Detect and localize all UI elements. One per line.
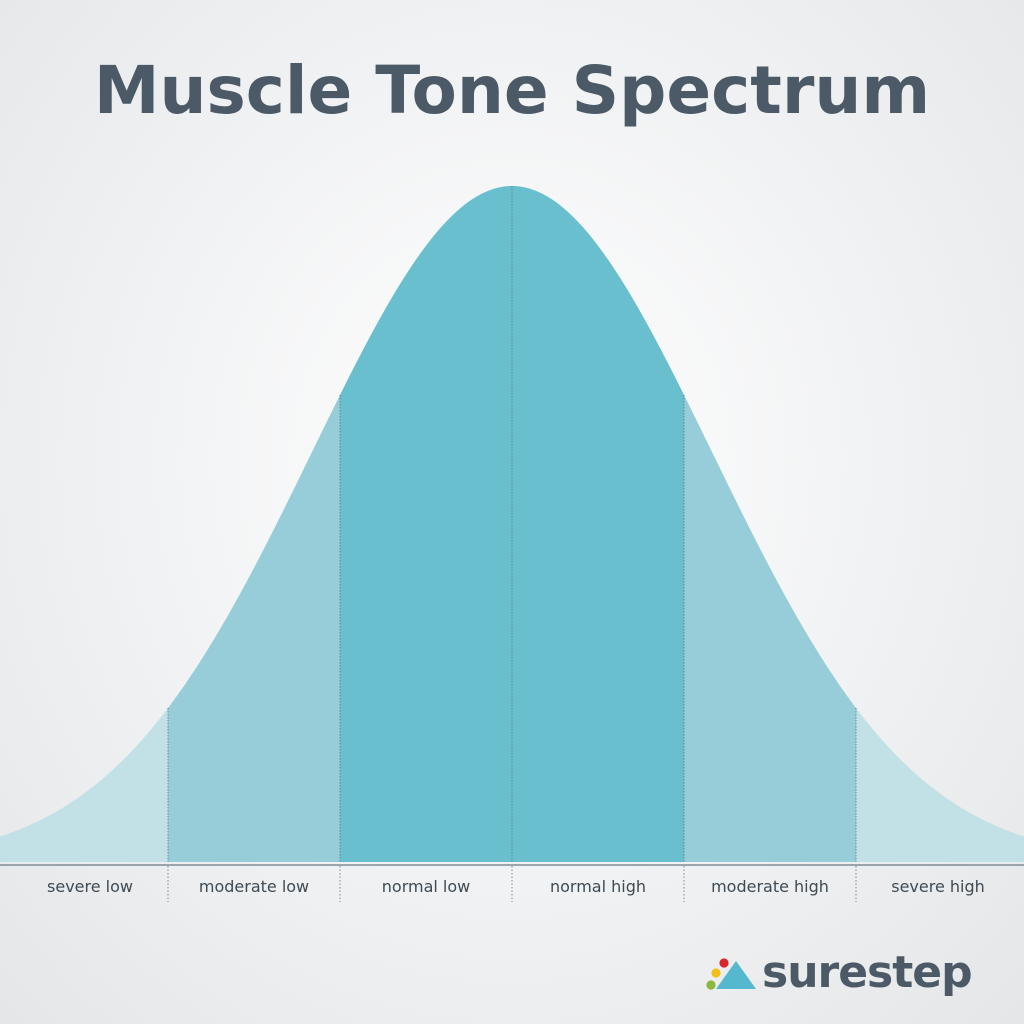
category-label-normal-low: normal low <box>382 877 470 896</box>
segment-dividers <box>167 186 857 902</box>
curve-segment-moderate-high <box>684 394 856 862</box>
curve-segment-severe-high <box>856 707 1024 862</box>
curve-segment-normal-low <box>340 186 512 862</box>
curve-segment-severe-low <box>0 707 168 862</box>
category-label-moderate-high: moderate high <box>711 877 829 896</box>
brand-name: surestep <box>762 946 973 998</box>
category-labels: severe low moderate low normal low normal h… <box>47 877 985 896</box>
page-title: Muscle Tone Spectrum <box>93 52 931 129</box>
curve-segments <box>0 186 1024 862</box>
surestep-logo-mark-icon <box>706 958 756 990</box>
curve-segment-moderate-low <box>168 394 340 862</box>
category-label-normal-high: normal high <box>550 877 646 896</box>
curve-segment-normal-high <box>512 186 684 862</box>
category-label-severe-high: severe high <box>891 877 985 896</box>
surestep-logo: surestep <box>704 944 973 1000</box>
category-label-moderate-low: moderate low <box>199 877 309 896</box>
category-label-severe-low: severe low <box>47 877 133 896</box>
